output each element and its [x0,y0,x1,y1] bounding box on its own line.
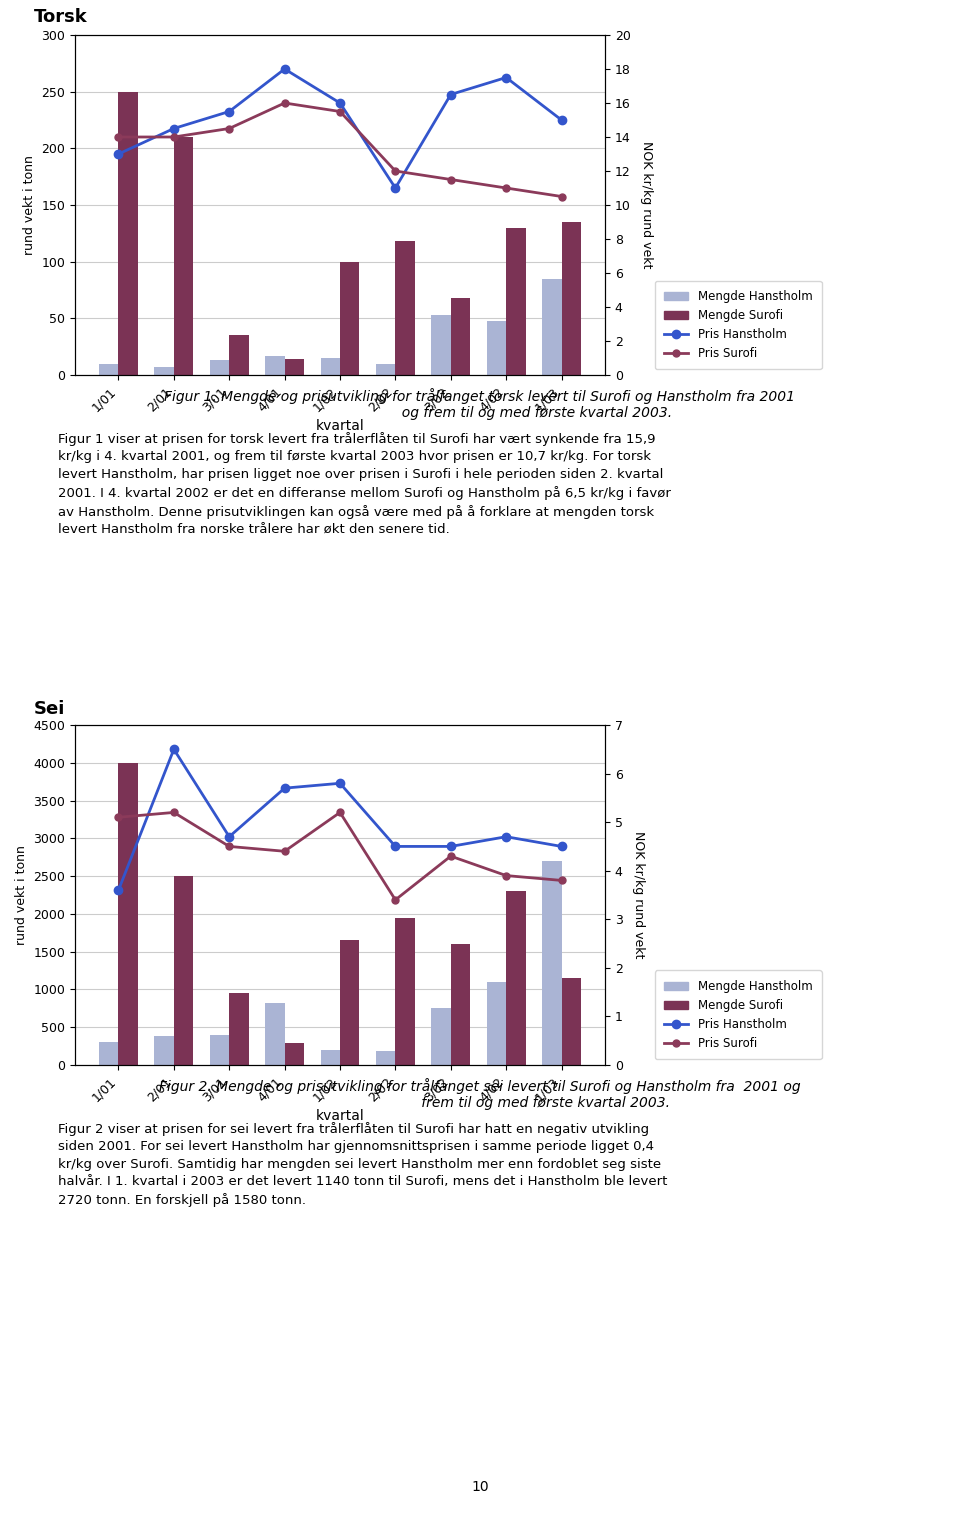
Bar [431,315,451,376]
Bar [431,1009,451,1065]
Y-axis label: rund vekt i tonn: rund vekt i tonn [14,845,28,945]
X-axis label: kvartal: kvartal [316,1109,365,1123]
Bar [506,891,525,1065]
Bar [340,941,359,1065]
Text: 10: 10 [471,1480,489,1494]
Bar [451,298,470,376]
Bar [155,1036,174,1065]
Text: Figur 1 viser at prisen for torsk levert fra trålerflåten til Surofi har vært sy: Figur 1 viser at prisen for torsk levert… [58,432,670,536]
Bar [396,918,415,1065]
Bar [229,335,249,376]
Bar [118,762,138,1065]
Bar [562,979,581,1065]
Bar [340,262,359,376]
Bar [487,982,506,1065]
Bar [562,223,581,376]
Legend: Mengde Hanstholm, Mengde Surofi, Pris Hanstholm, Pris Surofi: Mengde Hanstholm, Mengde Surofi, Pris Ha… [655,971,822,1059]
Y-axis label: rund vekt i tonn: rund vekt i tonn [23,155,36,255]
Bar [210,361,229,376]
Bar [542,279,562,376]
Bar [155,367,174,376]
Bar [174,876,193,1065]
Text: Figur 1. Mengde og prisutvikling for trålfanget torsk levert til Surofi og Hanst: Figur 1. Mengde og prisutvikling for trå… [164,388,796,420]
Bar [506,227,525,376]
Bar [210,1035,229,1065]
Y-axis label: NOK kr/kg rund vekt: NOK kr/kg rund vekt [639,141,653,268]
Bar [321,358,340,376]
Text: Figur 2 viser at prisen for sei levert fra trålerflåten til Surofi har hatt en n: Figur 2 viser at prisen for sei levert f… [58,1123,667,1207]
Y-axis label: NOK kr/kg rund vekt: NOK kr/kg rund vekt [632,832,645,959]
Text: Sei: Sei [34,700,65,718]
Bar [376,364,396,376]
Bar [265,1003,284,1065]
Bar [118,92,138,376]
Bar [451,944,470,1065]
Bar [396,241,415,376]
Bar [174,136,193,376]
Text: Torsk: Torsk [34,8,87,26]
Bar [284,359,304,376]
Bar [542,861,562,1065]
Bar [265,356,284,376]
Legend: Mengde Hanstholm, Mengde Surofi, Pris Hanstholm, Pris Surofi: Mengde Hanstholm, Mengde Surofi, Pris Ha… [655,280,822,370]
Bar [99,1042,118,1065]
Text: Figur 2. Mengde og prisutvikling for trålfanget sei levert til Surofi og Hanstho: Figur 2. Mengde og prisutvikling for trå… [159,1079,801,1110]
Bar [99,364,118,376]
X-axis label: kvartal: kvartal [316,420,365,433]
Bar [284,1044,304,1065]
Bar [376,1050,396,1065]
Bar [487,321,506,376]
Bar [229,994,249,1065]
Bar [321,1050,340,1065]
